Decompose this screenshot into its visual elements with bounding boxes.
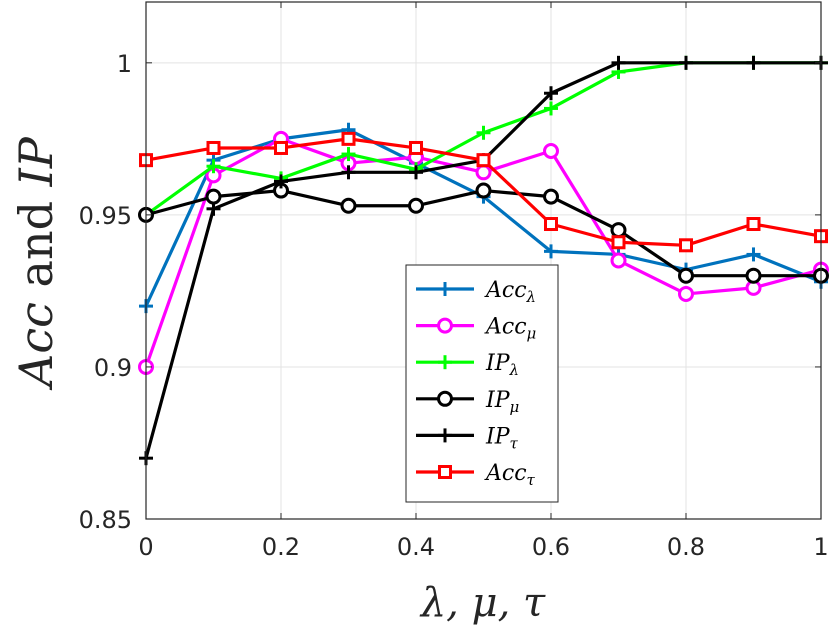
legend-entry: IPμ: [416, 388, 519, 416]
y-axis-title: Acc and IP: [9, 136, 63, 391]
x-tick-label: 0.6: [532, 533, 570, 561]
x-tick-label: 0.8: [667, 533, 705, 561]
data-point: [746, 55, 761, 70]
data-point: [610, 252, 627, 269]
data-point: [543, 143, 559, 160]
legend-subscript: τ: [510, 434, 519, 452]
data-point: [206, 140, 221, 155]
data-point: [205, 188, 222, 205]
data-point: [679, 238, 693, 253]
x-tick-label: 0: [138, 533, 153, 561]
legend-marker: [438, 355, 452, 370]
data-point: [475, 182, 492, 199]
legend-label: Accμ: [484, 315, 536, 343]
data-point: [408, 197, 424, 214]
data-point: [341, 147, 356, 162]
data-point: [544, 101, 558, 116]
y-tick-label: 0.85: [79, 506, 132, 534]
legend-box: [405, 264, 559, 503]
data-point: [544, 244, 558, 259]
data-point: [611, 235, 626, 250]
legend-subscript: λ: [509, 361, 520, 379]
series-acc-1: [138, 130, 829, 375]
legend-entry: Accτ: [416, 461, 536, 489]
data-point: [409, 165, 423, 180]
legend-name: Acc: [484, 278, 527, 303]
data-point: [679, 55, 693, 70]
legend-marker: [438, 282, 452, 296]
data-point: [206, 159, 221, 174]
tick-labels: 0 0.2 0.4 0.6 0.8 1 0.85 0.9 0.95 1: [79, 50, 829, 561]
data-point: [476, 153, 491, 168]
data-point: [678, 285, 694, 302]
data-point: [746, 217, 761, 232]
data-point: [745, 267, 762, 284]
x-axis-title: λ, μ, τ: [419, 580, 546, 626]
data-point: [475, 164, 492, 181]
data-point: [746, 247, 761, 262]
data-point: [409, 140, 423, 155]
legend-marker: [438, 465, 452, 479]
legend-subscript: λ: [526, 288, 537, 306]
legend-label: IPλ: [485, 351, 519, 379]
legend-entry: Accμ: [416, 315, 536, 343]
data-point: [274, 174, 288, 189]
x-tick-label: 0.4: [397, 533, 435, 561]
legend-label: IPτ: [485, 424, 519, 452]
legend-label: IPμ: [485, 388, 519, 416]
data-point: [610, 222, 627, 239]
ticks: [145, 2, 822, 520]
data-point: [274, 140, 288, 155]
data-point: [544, 217, 558, 232]
x-tick-label: 0.2: [262, 533, 300, 561]
y-tick-label: 1: [117, 50, 132, 78]
legend-subscript: μ: [527, 325, 537, 343]
data-point: [611, 55, 626, 70]
legend-name: IP: [485, 388, 511, 413]
legend-entry: IPτ: [416, 424, 519, 452]
legend-name: Acc: [484, 315, 527, 340]
legend-name: Acc: [484, 461, 527, 486]
legend-label: Accτ: [484, 461, 536, 489]
data-point: [678, 267, 694, 284]
y-tick-label: 0.95: [79, 202, 132, 230]
legend-entry: IPλ: [416, 351, 519, 379]
data-point: [340, 197, 357, 214]
series-ip-3: [138, 182, 829, 284]
legend-marker: [437, 390, 453, 407]
data-point: [543, 188, 559, 205]
legend-subscript: τ: [527, 471, 536, 489]
data-point: [341, 131, 356, 146]
axes-box: [145, 1, 822, 520]
legend-marker: [438, 428, 452, 443]
y-tick-label: 0.9: [94, 354, 132, 382]
legend-entry: Accλ: [416, 278, 536, 306]
legend-name: IP: [485, 424, 511, 449]
data-point: [544, 86, 558, 101]
data-point: [206, 201, 221, 216]
legend-marker: [437, 317, 453, 334]
data-point: [476, 125, 491, 140]
legend-name: IP: [485, 351, 511, 376]
legend-subscript: μ: [510, 398, 520, 416]
data-point: [341, 165, 356, 180]
x-tick-label: 1: [813, 533, 828, 561]
legend-label: Accλ: [484, 278, 536, 306]
